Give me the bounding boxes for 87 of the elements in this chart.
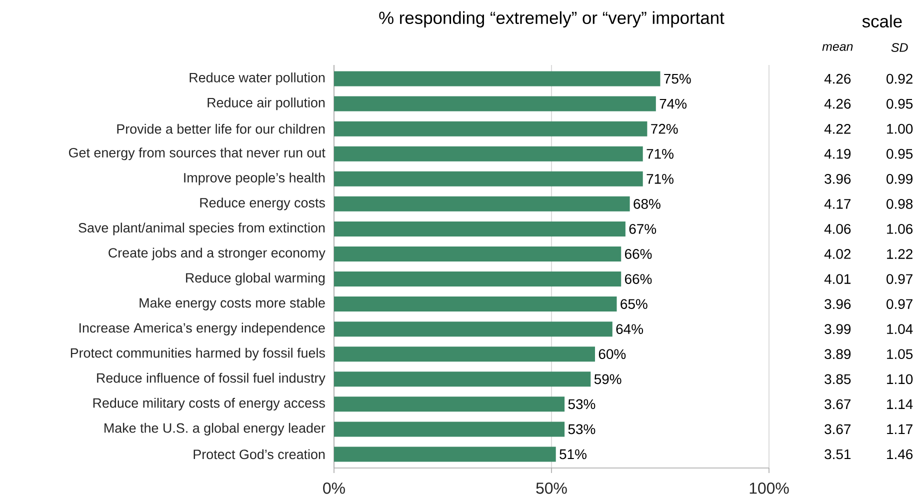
text: 0.95 — [886, 148, 913, 159]
bar — [334, 96, 656, 112]
x-tick-label: 50% — [536, 482, 567, 494]
bar — [334, 196, 630, 212]
data-label: 66% — [625, 249, 652, 259]
text: 4.26 — [824, 98, 851, 109]
text: 3.96 — [824, 299, 851, 309]
text: 0.97 — [886, 299, 912, 309]
text: 4.19 — [824, 148, 851, 159]
bar — [334, 246, 622, 262]
y-tick-label: Create jobs and a stronger economy — [108, 248, 326, 260]
data-label: 75% — [664, 74, 691, 84]
bar — [334, 446, 556, 462]
text: 3.67 — [824, 424, 851, 434]
data-label: 60% — [598, 349, 626, 360]
y-tick-label: Provide a better life for our children — [117, 124, 325, 134]
text: 0.97 — [886, 274, 912, 284]
y-tick-label: Make the U.S. a global energy leader — [104, 422, 326, 436]
data-label: 68% — [634, 198, 660, 209]
text: 4.01 — [824, 274, 851, 284]
x-tick-label: 0% — [323, 482, 345, 494]
bar — [334, 422, 565, 437]
bar — [334, 372, 591, 387]
text: 1.04 — [887, 324, 913, 334]
data-label: 66% — [625, 274, 652, 284]
bar — [334, 221, 626, 236]
bar — [334, 322, 612, 337]
text: 1.06 — [887, 224, 913, 234]
chart-title: % responding “extremely” or “very” important — [379, 11, 724, 28]
y-tick-label: Reduce military costs of energy access — [93, 398, 325, 410]
bar — [334, 396, 565, 412]
text: 1.05 — [887, 349, 913, 360]
bar — [334, 121, 648, 136]
data-label: 53% — [568, 399, 596, 410]
y-tick-label: Reduce energy costs — [200, 198, 325, 210]
y-tick-label: Make energy costs more stable — [140, 298, 325, 310]
bar — [334, 171, 643, 186]
text: 4.26 — [824, 74, 851, 84]
text: SD — [891, 43, 908, 52]
data-label: 71% — [646, 148, 674, 159]
data-label: 51% — [560, 449, 586, 460]
text: 3.85 — [824, 374, 851, 384]
text: 3.96 — [824, 174, 851, 184]
y-tick-label: Reduce influence of fossil fuel industry — [97, 372, 326, 386]
data-label: 67% — [629, 224, 656, 234]
data-label: 72% — [651, 124, 678, 134]
bar — [334, 146, 643, 162]
bar — [334, 296, 617, 312]
text: 1.46 — [887, 449, 913, 460]
y-tick-label: Reduce water pollution — [190, 72, 325, 86]
y-tick-label: Improve people’s health — [184, 172, 325, 186]
text: 1.00 — [887, 124, 913, 134]
text: 1.14 — [887, 399, 913, 409]
text: 3.67 — [824, 399, 851, 410]
data-label: 74% — [660, 98, 687, 109]
x-tick-label: 100% — [750, 482, 789, 494]
text: 3.51 — [824, 449, 851, 460]
bar — [334, 346, 596, 362]
y-tick-label: Protect God’s creation — [194, 449, 325, 460]
text: 4.17 — [824, 199, 851, 209]
text: 4.02 — [824, 249, 851, 259]
text: 0.92 — [886, 74, 912, 84]
text: 4.06 — [824, 224, 851, 234]
data-label: 53% — [568, 424, 596, 434]
data-label: 65% — [620, 299, 648, 309]
text: 1.10 — [887, 374, 913, 384]
text: scale — [862, 14, 902, 28]
y-tick-label: Reduce global warming — [186, 272, 325, 286]
data-label: 64% — [616, 324, 644, 334]
text: 1.17 — [887, 424, 912, 434]
text: 3.99 — [824, 324, 851, 334]
text: 4.22 — [824, 124, 851, 134]
y-tick-label: Save plant/animal species from extinction — [78, 222, 325, 236]
y-tick-label: Increase America’s energy independence — [79, 322, 325, 336]
text: 3.89 — [824, 349, 851, 360]
text: 0.95 — [886, 98, 913, 109]
text: 1.22 — [887, 249, 912, 259]
y-tick-label: Protect communities harmed by fossil fuels — [70, 348, 325, 360]
text: mean — [822, 44, 853, 51]
bar — [334, 272, 622, 287]
text: 0.98 — [886, 198, 913, 209]
y-tick-label: Get energy from sources that never run out — [68, 148, 326, 160]
data-label: 71% — [646, 174, 674, 184]
text: 0.99 — [886, 174, 912, 184]
data-label: 59% — [594, 374, 622, 384]
y-tick-label: Reduce air pollution — [208, 98, 325, 110]
bar — [334, 71, 660, 86]
